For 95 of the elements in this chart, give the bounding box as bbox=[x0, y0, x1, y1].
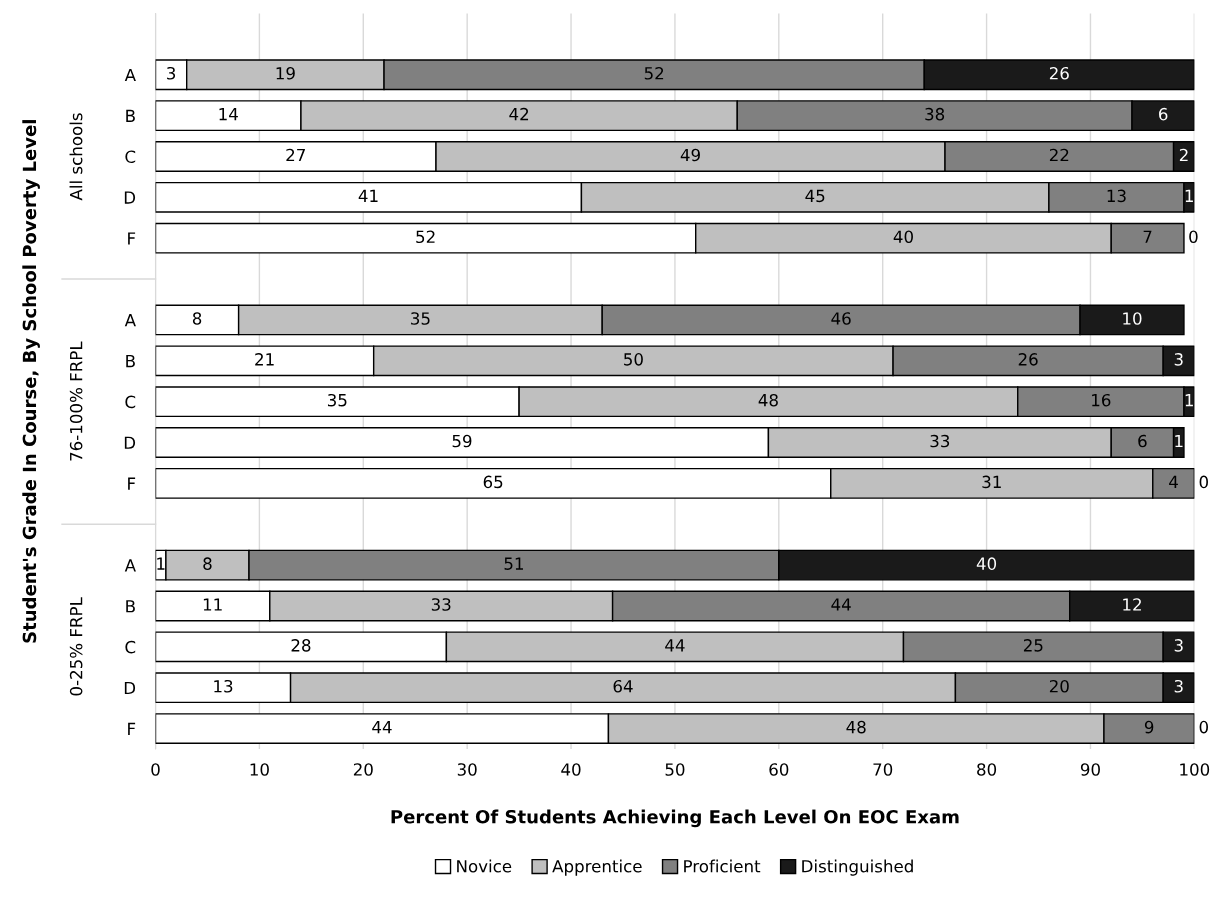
data-label: 35 bbox=[411, 312, 430, 325]
x-tick-label: 70 bbox=[873, 763, 893, 776]
data-label: 52 bbox=[644, 66, 664, 80]
data-label: 3 bbox=[1174, 639, 1183, 652]
x-tick-label: 40 bbox=[561, 763, 581, 776]
data-label: 11 bbox=[203, 598, 222, 611]
y-tick-label: D bbox=[124, 681, 136, 695]
data-label: 44 bbox=[665, 639, 685, 652]
data-label: 10 bbox=[1123, 312, 1142, 325]
data-label: 16 bbox=[1092, 393, 1111, 407]
y-tick-label: D bbox=[124, 191, 136, 204]
data-label: 21 bbox=[255, 353, 274, 366]
data-label: 1 bbox=[1175, 434, 1183, 448]
data-label: 44 bbox=[372, 721, 392, 734]
data-label: 26 bbox=[1018, 353, 1038, 366]
legend-label: Apprentice bbox=[552, 859, 642, 876]
data-label: 33 bbox=[431, 598, 451, 611]
data-label: 1 bbox=[157, 557, 165, 570]
data-label: 8 bbox=[203, 557, 212, 570]
data-label: 40 bbox=[893, 230, 913, 244]
data-label: 59 bbox=[452, 434, 472, 448]
data-label: 28 bbox=[291, 639, 311, 652]
y-tick-label: F bbox=[128, 722, 136, 735]
y-tick-label: B bbox=[126, 600, 135, 613]
data-label: 12 bbox=[1123, 598, 1141, 611]
data-label: 48 bbox=[758, 393, 778, 407]
data-label: 13 bbox=[1107, 189, 1126, 203]
data-label: 1 bbox=[1185, 394, 1193, 407]
data-label: 8 bbox=[192, 312, 202, 325]
data-label: 27 bbox=[286, 148, 305, 162]
x-tick-label: 60 bbox=[769, 763, 789, 776]
data-label: 42 bbox=[509, 107, 529, 121]
y-tick-label: F bbox=[128, 477, 136, 490]
data-label: 3 bbox=[1174, 353, 1183, 366]
data-label: 22 bbox=[1049, 148, 1069, 162]
data-label: 6 bbox=[1138, 434, 1147, 448]
data-label: 25 bbox=[1023, 639, 1043, 652]
data-label: 41 bbox=[358, 189, 378, 202]
data-label: 49 bbox=[680, 148, 700, 162]
legend-label: Distinguished bbox=[802, 859, 913, 876]
data-label: 52 bbox=[416, 230, 435, 244]
y-tick-label: C bbox=[125, 640, 136, 654]
data-label: 44 bbox=[831, 598, 851, 611]
x-tick-label: 80 bbox=[977, 763, 997, 776]
data-label: 0 bbox=[1199, 475, 1208, 489]
data-label: 65 bbox=[483, 475, 503, 489]
data-label: 3 bbox=[1174, 679, 1183, 693]
y-tick-label: B bbox=[126, 354, 135, 368]
y-tick-label: B bbox=[126, 109, 135, 122]
data-label: 2 bbox=[1179, 148, 1188, 162]
data-label: 9 bbox=[1144, 720, 1154, 734]
data-label: 4 bbox=[1169, 475, 1178, 488]
legend-label: Proficient bbox=[684, 859, 761, 873]
y-tick-label: C bbox=[125, 395, 136, 409]
x-tick-label: 90 bbox=[1080, 763, 1100, 776]
data-label: 7 bbox=[1143, 230, 1152, 243]
y-tick-label: C bbox=[125, 150, 136, 164]
y-tick-label: A bbox=[124, 314, 136, 327]
x-tick-label: 100 bbox=[1180, 763, 1210, 776]
data-label: 50 bbox=[624, 353, 643, 366]
data-label: 6 bbox=[1159, 107, 1168, 121]
data-label: 19 bbox=[276, 66, 295, 80]
data-label: 0 bbox=[1189, 230, 1198, 244]
data-label: 40 bbox=[976, 557, 997, 570]
text: All schools bbox=[69, 113, 83, 201]
data-label: 0 bbox=[1199, 720, 1208, 734]
x-tick-label: 30 bbox=[457, 763, 477, 776]
data-label: 48 bbox=[846, 720, 866, 734]
x-tick-label: 10 bbox=[250, 763, 269, 776]
x-axis-title: Percent Of Students Achieving Each Level On EOC Exam bbox=[391, 809, 959, 828]
y-axis-title: Student's Grade In Course, By School Poverty Level bbox=[22, 120, 40, 643]
data-label: 20 bbox=[1049, 679, 1069, 693]
x-tick-label: 0 bbox=[151, 763, 160, 776]
data-label: 45 bbox=[805, 189, 825, 203]
data-label: 26 bbox=[1049, 66, 1069, 80]
data-label: 3 bbox=[167, 66, 176, 80]
x-tick-label: 50 bbox=[665, 763, 685, 776]
data-label: 46 bbox=[831, 312, 851, 325]
data-label: 33 bbox=[930, 434, 950, 448]
data-label: 51 bbox=[504, 557, 523, 570]
data-label: 64 bbox=[613, 679, 633, 693]
x-tick-label: 20 bbox=[353, 763, 373, 776]
legend-label: Novice bbox=[457, 859, 512, 873]
text: 76-100% FRPL bbox=[69, 341, 83, 461]
data-label: 38 bbox=[925, 107, 945, 121]
data-label: 13 bbox=[214, 679, 233, 693]
y-tick-label: A bbox=[124, 68, 136, 82]
data-label: 14 bbox=[219, 108, 238, 121]
data-label: 1 bbox=[1185, 189, 1193, 202]
data-label: 31 bbox=[982, 475, 1001, 489]
y-tick-label: F bbox=[128, 232, 136, 245]
data-label: 35 bbox=[327, 393, 347, 407]
y-tick-label: D bbox=[124, 436, 136, 449]
y-tick-label: A bbox=[124, 559, 136, 572]
text: 0-25% FRPL bbox=[69, 597, 83, 696]
